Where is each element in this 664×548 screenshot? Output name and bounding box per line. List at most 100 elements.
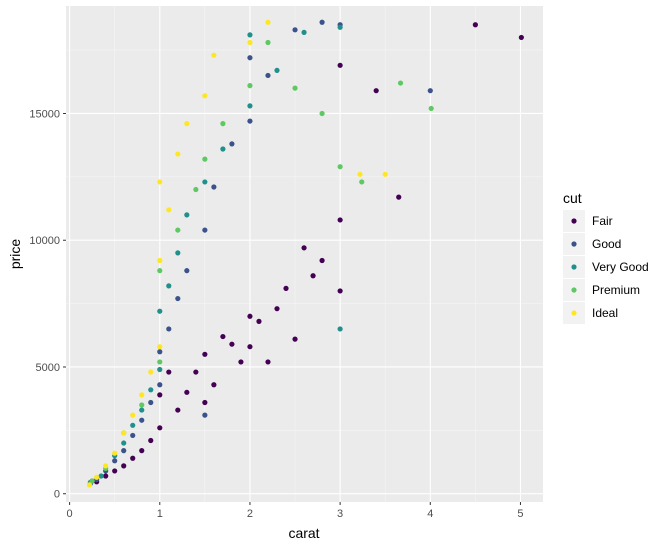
x-tick-label: 5: [517, 508, 523, 520]
point-ideal: [265, 19, 271, 25]
point-good: [130, 432, 136, 439]
point-ideal: [357, 171, 363, 177]
point-good: [202, 412, 208, 418]
point-fair: [166, 369, 172, 375]
point-ideal: [121, 430, 127, 436]
point-fair: [373, 88, 379, 94]
point-premium: [202, 156, 208, 162]
point-fair: [301, 245, 307, 251]
point-good: [175, 295, 181, 302]
point-very-good: [247, 103, 253, 109]
point-premium: [265, 39, 271, 46]
point-ideal: [112, 450, 118, 456]
point-very-good: [139, 407, 145, 413]
legend-swatch-good: [571, 241, 577, 247]
point-premium: [220, 121, 226, 127]
point-very-good: [301, 29, 307, 35]
point-fair: [157, 392, 163, 398]
x-tick-label: 2: [247, 508, 253, 520]
y-axis-ticks: 0 5000 10000 15000: [29, 108, 66, 501]
point-very-good: [337, 326, 343, 332]
point-fair: [265, 359, 271, 365]
point-very-good: [274, 67, 280, 73]
point-fair: [175, 407, 181, 413]
point-fair: [472, 22, 478, 28]
point-fair: [274, 306, 280, 312]
point-very-good: [157, 308, 163, 314]
legend-swatch-fair: [571, 218, 577, 224]
y-tick-label: 5000: [36, 362, 60, 374]
point-fair: [121, 463, 127, 469]
point-ideal: [148, 369, 154, 375]
x-tick-label: 4: [427, 508, 433, 520]
point-fair: [396, 194, 402, 200]
point-ideal: [139, 392, 145, 398]
point-very-good: [247, 32, 253, 38]
point-good: [319, 19, 325, 25]
point-very-good: [220, 146, 226, 152]
point-fair: [337, 288, 343, 294]
point-very-good: [166, 283, 172, 289]
point-ideal: [184, 121, 190, 127]
point-fair: [337, 62, 343, 68]
point-premium: [157, 359, 163, 365]
point-good: [112, 458, 118, 464]
point-good: [139, 417, 145, 423]
major-gridlines: [66, 6, 543, 502]
point-fair: [319, 257, 325, 264]
legend-label-premium: Premium: [592, 283, 640, 297]
point-very-good: [121, 440, 127, 446]
point-ideal: [86, 482, 93, 488]
point-ideal: [175, 151, 181, 157]
point-ideal: [382, 171, 388, 177]
point-very-good: [130, 422, 136, 428]
point-premium: [139, 402, 145, 408]
point-very-good: [337, 24, 343, 30]
legend-title: cut: [563, 190, 582, 206]
y-tick-label: 0: [54, 489, 60, 501]
point-ideal: [103, 463, 109, 469]
point-fair: [139, 448, 145, 454]
point-good: [247, 55, 253, 61]
point-ideal: [130, 412, 136, 418]
point-good: [265, 72, 271, 79]
legend-swatch-ideal: [571, 310, 577, 316]
point-premium: [193, 186, 199, 193]
point-fair: [103, 473, 109, 479]
point-ideal: [211, 52, 217, 58]
point-ideal: [247, 39, 253, 46]
point-ideal: [202, 93, 208, 99]
x-tick-label: 3: [337, 508, 343, 520]
x-tick-label: 0: [67, 508, 73, 520]
plot-panel: [66, 6, 543, 502]
legend-label-very-good: Very Good: [592, 260, 649, 274]
point-fair: [229, 341, 235, 347]
point-good: [229, 141, 235, 147]
point-very-good: [157, 366, 163, 373]
x-axis-ticks: 0 1 2 3 4 5: [67, 502, 524, 520]
legend-label-ideal: Ideal: [592, 306, 618, 320]
point-premium: [337, 164, 343, 170]
point-good: [157, 349, 163, 355]
point-good: [247, 118, 253, 124]
point-fair: [283, 285, 289, 292]
point-good: [292, 27, 298, 33]
legend-swatch-premium: [571, 287, 577, 293]
point-fair: [202, 351, 208, 357]
point-fair: [247, 344, 253, 350]
point-ideal: [157, 257, 163, 264]
point-premium: [397, 80, 404, 86]
y-tick-label: 10000: [29, 235, 60, 247]
point-fair: [112, 468, 118, 474]
point-premium: [89, 478, 95, 484]
point-good: [184, 268, 190, 274]
x-axis-title: carat: [288, 525, 319, 541]
point-good: [166, 326, 172, 332]
point-good: [427, 88, 433, 94]
point-fair: [211, 382, 217, 388]
x-tick-label: 1: [157, 508, 163, 520]
point-fair: [202, 399, 208, 406]
point-very-good: [98, 473, 104, 479]
legend-label-good: Good: [592, 237, 621, 251]
